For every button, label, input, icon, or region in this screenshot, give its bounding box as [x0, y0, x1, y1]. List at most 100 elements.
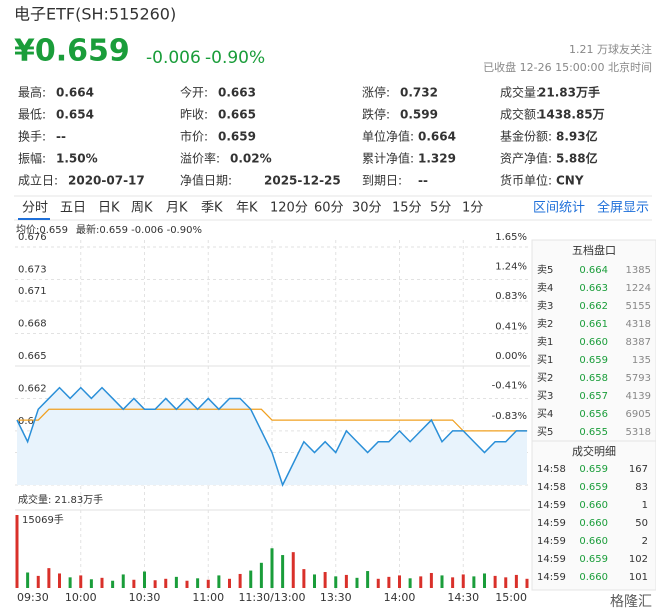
tab[interactable]: 15分 — [392, 201, 422, 216]
volume-bar — [302, 569, 306, 588]
stat-value: -- — [56, 130, 66, 144]
stat-label: 单位净值: — [362, 129, 414, 144]
followers[interactable]: 1.21 万球友关注 — [569, 42, 652, 56]
volume-bar — [483, 573, 486, 588]
side-panel — [531, 239, 656, 591]
ob-price: 0.658 — [579, 373, 608, 384]
ob-price: 0.655 — [579, 427, 608, 438]
tab[interactable]: 季K — [201, 201, 223, 216]
tab[interactable]: 30分 — [352, 201, 382, 216]
stat-value: 0.664 — [56, 86, 94, 100]
x-tick-label: 10:30 — [129, 591, 161, 604]
stat-label: 跌停: — [362, 107, 390, 122]
trade-volume: 83 — [635, 482, 648, 493]
tab-link[interactable]: 区间统计 — [533, 201, 585, 216]
ob-label: 卖2 — [537, 318, 553, 330]
ob-volume: 135 — [632, 355, 651, 366]
x-tick-label: 15:00 — [495, 591, 527, 604]
stat-label: 资产净值: — [500, 151, 552, 166]
x-tick-label: 13:30 — [320, 591, 352, 604]
ob-volume: 4139 — [626, 391, 651, 402]
trade-price: 0.660 — [579, 518, 608, 529]
y2-tick-label: 0.41% — [495, 321, 527, 332]
volume-bar — [36, 575, 40, 588]
y2-tick-label: 1.24% — [495, 262, 527, 273]
trade-price: 0.659 — [579, 464, 608, 475]
ob-volume: 6905 — [626, 409, 651, 420]
volume-bar — [504, 577, 508, 588]
x-tick-label: 11:30/13:00 — [238, 591, 305, 604]
volume-bar — [153, 580, 157, 588]
stat-label: 净值日期: — [180, 173, 232, 188]
stat-value: CNY — [556, 174, 584, 188]
price-area — [17, 387, 527, 485]
volume-bar — [419, 576, 423, 588]
tab[interactable]: 1分 — [462, 201, 483, 216]
stat-label: 溢价率: — [180, 151, 220, 166]
volume-bar — [143, 571, 146, 588]
volume-bar — [451, 577, 455, 588]
tab[interactable]: 月K — [166, 201, 188, 216]
y-tick-label: 0.676 — [18, 232, 47, 243]
volume-bar — [26, 572, 30, 588]
y2-tick-label: -0.41% — [492, 381, 527, 392]
tab[interactable]: 分时 — [22, 201, 48, 216]
trade-time: 14:59 — [537, 554, 566, 565]
stat-value: 21.83万手 — [538, 85, 600, 100]
volume-bar — [366, 571, 370, 588]
stat-value: 5.88亿 — [556, 151, 598, 166]
y-tick-label: 0.673 — [18, 264, 47, 275]
tab[interactable]: 60分 — [314, 201, 344, 216]
change: -0.006 — [146, 48, 201, 68]
y-tick-label: 0.668 — [18, 319, 47, 330]
stat-value: 1.50% — [56, 152, 98, 166]
ob-volume: 1224 — [626, 283, 651, 294]
volume-bar — [121, 574, 125, 588]
volume-bar — [196, 578, 200, 588]
line-series — [16, 386, 527, 487]
volume-bar — [47, 568, 51, 588]
trades-title: 成交明细 — [572, 444, 616, 458]
ob-price: 0.662 — [579, 301, 608, 312]
stat-label: 基金份额: — [500, 129, 552, 144]
volume-bar — [132, 579, 136, 588]
line-series — [17, 408, 527, 432]
stat-value: 2020-07-17 — [68, 174, 145, 188]
volume-bar — [185, 580, 189, 588]
trade-price: 0.660 — [579, 500, 608, 511]
trade-time: 14:59 — [537, 572, 566, 583]
tab-link[interactable]: 全屏显示 — [597, 200, 649, 216]
volume-bar — [206, 579, 210, 588]
volume-bar — [89, 579, 93, 588]
ob-price: 0.657 — [579, 391, 608, 402]
ob-label: 买1 — [537, 354, 553, 366]
trade-price: 0.659 — [579, 554, 608, 565]
stat-label: 成交量: — [500, 85, 540, 100]
stat-label: 最高: — [18, 85, 46, 100]
volume-bar — [461, 574, 465, 588]
title: 电子ETF(SH:515260) — [14, 5, 176, 24]
stat-value: 0.599 — [400, 108, 438, 122]
tab[interactable]: 周K — [131, 201, 153, 216]
volume-bar — [376, 578, 380, 588]
tab[interactable]: 5分 — [430, 201, 451, 216]
ob-volume: 5793 — [626, 373, 651, 384]
tab[interactable]: 五日 — [60, 201, 86, 216]
volume-bar — [270, 548, 274, 588]
legend-entry: 最新:0.659 -0.006 -0.90% — [76, 223, 202, 236]
volume-bar — [429, 572, 433, 588]
trade-volume: 50 — [635, 518, 648, 529]
volume-bar — [238, 573, 242, 588]
stat-label: 货币单位: — [500, 173, 552, 188]
trade-time: 14:59 — [537, 536, 566, 547]
tab[interactable]: 日K — [98, 201, 120, 216]
tab[interactable]: 120分 — [270, 201, 308, 216]
ob-price: 0.659 — [579, 355, 608, 366]
volume-bar — [440, 575, 444, 588]
stat-label: 成交额: — [500, 107, 540, 122]
volume-bar — [291, 552, 295, 588]
tab[interactable]: 年K — [236, 201, 258, 216]
volume-bar — [472, 576, 476, 588]
volume-bar — [334, 576, 338, 588]
